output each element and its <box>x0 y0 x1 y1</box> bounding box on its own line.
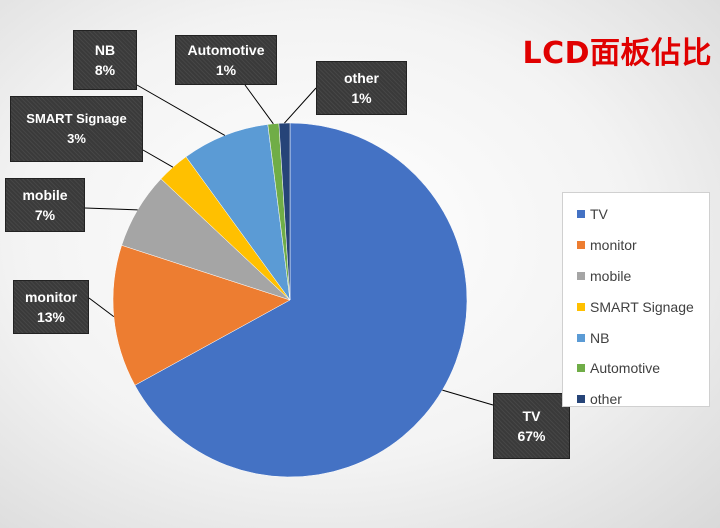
legend-label: NB <box>590 329 610 346</box>
data-label-automotive-value: 1% <box>215 62 237 78</box>
leader-line-mobile <box>84 207 138 211</box>
leader-line-smart-signage <box>142 149 174 168</box>
leader-line-other <box>284 87 317 124</box>
data-label-nb-value: 8% <box>94 62 116 78</box>
legend-item-other: other <box>577 384 709 415</box>
data-label-tv-value: 67% <box>517 428 546 444</box>
legend-item-monitor: monitor <box>577 230 709 261</box>
data-label-automotive-name: Automotive <box>187 42 265 58</box>
data-label-tv-name: TV <box>522 408 541 424</box>
legend-label: other <box>590 391 622 408</box>
leader-line-nb <box>136 84 226 136</box>
legend-label: monitor <box>590 237 637 254</box>
data-label-monitor-value: 13% <box>36 309 66 325</box>
data-label-monitor-name: monitor <box>24 289 78 305</box>
legend-label: mobile <box>590 267 632 284</box>
legend-swatch <box>577 333 585 342</box>
legend-swatch <box>577 210 585 219</box>
data-label-automotive: Automotive 1% <box>175 35 277 85</box>
legend-swatch <box>577 302 585 311</box>
legend-swatch <box>577 271 585 280</box>
data-label-other-name: other <box>344 70 379 86</box>
legend-item-automotive: Automotive <box>577 353 709 384</box>
legend-item-tv: TV <box>577 199 709 230</box>
data-label-smart-signage: SMART Signage 3% <box>10 96 143 162</box>
legend-swatch <box>577 241 585 250</box>
data-label-mobile-name: mobile <box>22 187 68 203</box>
data-label-nb-name: NB <box>94 42 116 58</box>
data-label-monitor: monitor 13% <box>13 280 89 334</box>
legend-item-mobile: mobile <box>577 261 709 292</box>
data-label-tv: TV 67% <box>493 393 570 459</box>
legend-label: Automotive <box>590 360 661 377</box>
leader-line-monitor <box>88 297 115 318</box>
chart-title: LCD面板佔比 <box>522 36 712 71</box>
legend: TV monitor mobile SMART Signage NB Autom… <box>562 192 710 407</box>
legend-item-smart-signage: SMART Signage <box>577 291 709 322</box>
leader-line-automotive <box>244 84 274 125</box>
legend-label: TV <box>590 206 608 223</box>
data-label-other: other 1% <box>316 61 407 115</box>
legend-swatch <box>577 364 585 373</box>
data-label-smart-signage-name: SMART Signage <box>26 111 127 126</box>
legend-swatch <box>577 395 585 404</box>
legend-label: SMART Signage <box>590 298 694 315</box>
legend-item-nb: NB <box>577 322 709 353</box>
data-label-mobile-value: 7% <box>34 207 56 223</box>
data-label-smart-signage-value: 3% <box>67 131 86 146</box>
pie-slice-nb <box>185 124 291 301</box>
pie-slice-monitor <box>112 244 291 386</box>
data-label-mobile: mobile 7% <box>5 178 85 232</box>
data-label-nb: NB 8% <box>73 30 137 90</box>
leader-line-tv <box>442 389 494 406</box>
data-label-other-value: 1% <box>351 90 372 106</box>
